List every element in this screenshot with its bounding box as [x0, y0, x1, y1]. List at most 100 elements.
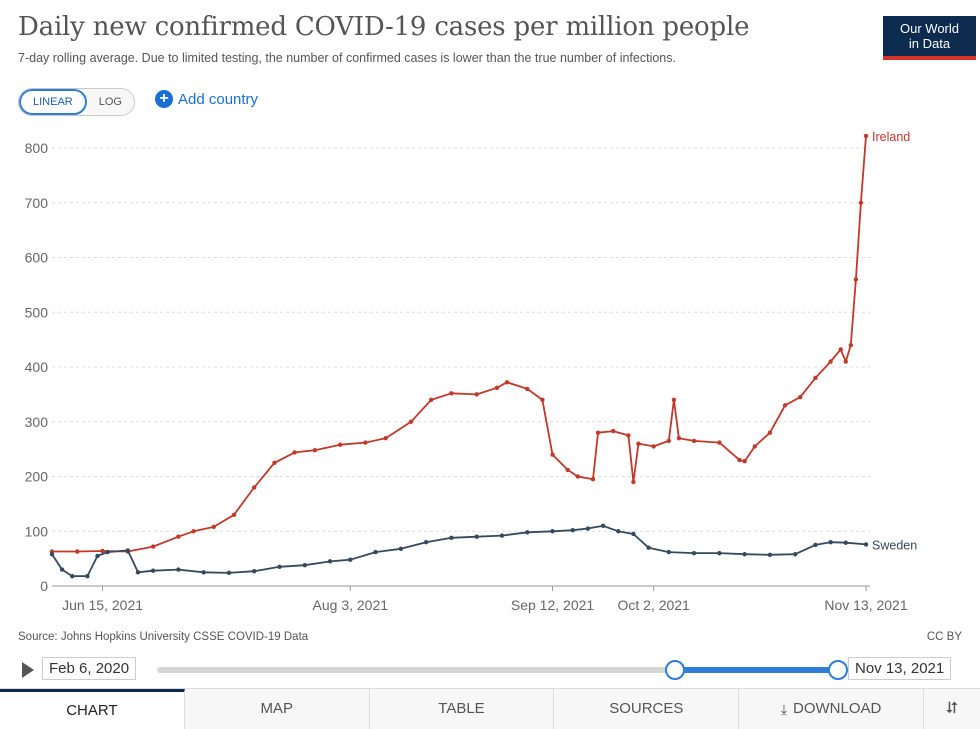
data-point-sweden: [525, 530, 530, 535]
y-tick-label: 600: [25, 250, 49, 266]
data-point-ireland: [383, 435, 388, 441]
data-point-ireland: [565, 467, 570, 473]
timeline-end-label[interactable]: Nov 13, 2021: [848, 657, 952, 680]
owid-logo[interactable]: Our World in Data: [883, 16, 976, 60]
data-point-sweden: [550, 529, 555, 534]
data-point-sweden: [499, 533, 505, 538]
tab-map[interactable]: MAP: [184, 689, 370, 729]
data-point-sweden: [176, 567, 181, 572]
add-country-button[interactable]: + Add country: [155, 90, 258, 108]
timeline-selected-range: [673, 667, 837, 673]
tab-download-label: DOWNLOAD: [793, 700, 882, 717]
data-point-ireland: [671, 397, 677, 403]
share-icon: ⮃: [945, 700, 959, 717]
series-label-sweden: Sweden: [872, 538, 917, 552]
data-point-ireland: [848, 342, 854, 348]
data-point-sweden: [646, 545, 651, 550]
data-point-sweden: [125, 548, 131, 553]
data-point-sweden: [570, 527, 575, 533]
line-chart: 0 100 200 300 400 500 600 700 800 Jun 15, 2021 Aug…: [25, 130, 918, 613]
data-point-ireland: [666, 438, 672, 444]
scale-log-button[interactable]: LOG: [86, 89, 134, 115]
data-point-ireland: [631, 479, 636, 485]
data-point-ireland: [595, 430, 601, 435]
data-point-ireland: [742, 458, 747, 464]
tab-chart[interactable]: CHART: [0, 689, 185, 729]
data-point-sweden: [95, 553, 100, 559]
timeline: Feb 6, 2020 Nov 13, 2021: [0, 652, 980, 688]
data-point-sweden: [252, 569, 257, 574]
x-tick-label: Sep 12, 2021: [511, 597, 595, 613]
play-icon[interactable]: [22, 662, 34, 678]
download-icon: ⤓: [780, 701, 788, 717]
data-point-sweden: [843, 540, 848, 545]
timeline-end-handle[interactable]: [828, 660, 848, 680]
data-point-ireland: [550, 452, 555, 457]
data-point-sweden: [59, 567, 65, 572]
data-point-sweden: [302, 562, 307, 568]
data-point-ireland: [211, 524, 216, 530]
data-point-ireland: [231, 512, 237, 518]
data-point-sweden: [201, 570, 206, 575]
data-point-ireland: [272, 460, 277, 466]
x-tick-label: Aug 3, 2021: [313, 597, 389, 613]
data-point-sweden: [373, 549, 378, 555]
series-label-ireland: Ireland: [872, 130, 910, 144]
data-point-ireland: [752, 444, 757, 449]
license-label[interactable]: CC BY: [926, 631, 962, 643]
data-point-sweden: [85, 573, 90, 579]
series-line-ireland: [52, 135, 867, 553]
data-point-sweden: [423, 540, 429, 545]
data-point-ireland: [717, 440, 722, 445]
y-tick-label: 100: [25, 523, 49, 539]
data-point-ireland: [540, 397, 545, 403]
data-point-sweden: [666, 549, 672, 555]
data-point-sweden: [793, 552, 798, 557]
data-point-sweden: [49, 552, 55, 557]
data-point-ireland: [363, 440, 368, 445]
logo-line-2: in Data: [908, 36, 951, 51]
data-point-ireland: [474, 392, 479, 397]
x-tick-label: Oct 2, 2021: [617, 597, 690, 613]
scale-linear-button[interactable]: LINEAR: [19, 89, 87, 115]
data-point-ireland: [828, 359, 833, 364]
tab-sources[interactable]: SOURCES: [554, 689, 740, 729]
data-point-ireland: [863, 133, 869, 139]
data-point-ireland: [525, 386, 530, 392]
timeline-start-label[interactable]: Feb 6, 2020: [42, 657, 137, 680]
data-point-sweden: [348, 557, 353, 562]
data-point-sweden: [474, 534, 479, 539]
logo-bar: [883, 56, 976, 60]
data-point-ireland: [853, 277, 859, 282]
logo-line-1: Our World: [900, 21, 959, 36]
x-tick-label: Jun 15, 2021: [62, 597, 143, 613]
tab-download[interactable]: ⤓ DOWNLOAD: [739, 689, 924, 729]
tab-bar: CHART MAP TABLE SOURCES ⤓ DOWNLOAD ⮃: [0, 688, 980, 729]
data-point-ireland: [100, 548, 105, 554]
data-point-sweden: [398, 546, 404, 551]
data-point-sweden: [135, 570, 141, 575]
timeline-track[interactable]: [157, 667, 837, 673]
data-point-sweden: [105, 549, 110, 555]
data-point-sweden: [691, 550, 697, 556]
data-point-ireland: [737, 457, 742, 463]
data-point-ireland: [843, 359, 848, 364]
plus-circle-icon: +: [155, 90, 173, 108]
source-note[interactable]: Source: Johns Hopkins University CSSE CO…: [18, 631, 309, 643]
data-point-ireland: [408, 419, 414, 424]
y-tick-label: 500: [25, 304, 49, 320]
data-point-sweden: [813, 542, 818, 548]
data-point-ireland: [626, 433, 631, 438]
timeline-start-handle[interactable]: [664, 660, 685, 680]
scale-toggle: LINEAR LOG: [18, 88, 135, 116]
share-button[interactable]: ⮃: [923, 689, 980, 729]
data-point-ireland: [651, 444, 656, 449]
data-point-sweden: [277, 564, 282, 570]
data-point-sweden: [600, 523, 606, 528]
tab-table[interactable]: TABLE: [369, 689, 555, 729]
data-point-sweden: [226, 570, 232, 576]
data-point-ireland: [176, 534, 181, 539]
y-tick-label: 700: [25, 195, 49, 211]
data-point-sweden: [585, 526, 591, 531]
add-country-label: Add country: [178, 90, 259, 108]
